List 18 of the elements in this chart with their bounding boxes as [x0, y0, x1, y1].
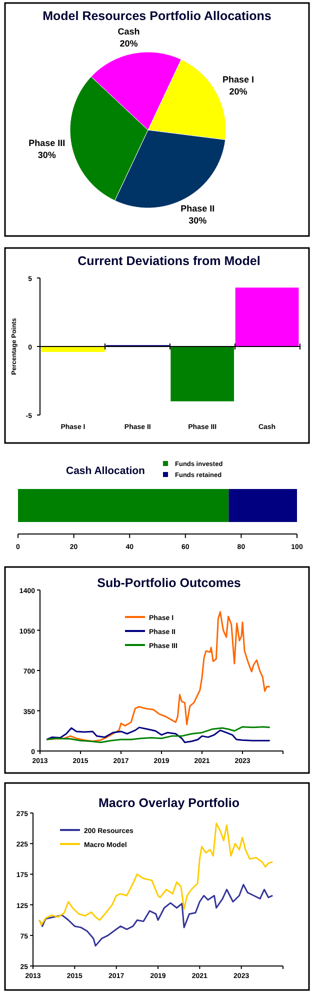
slice-label: Cash: [118, 26, 140, 37]
chart-title: Cash Allocation: [66, 465, 145, 477]
bar: [41, 346, 105, 352]
slice-label: Phase I: [222, 74, 254, 84]
data-label: 20%: [120, 38, 138, 49]
line-series: [38, 822, 274, 926]
chart-title: Sub-Portfolio Outcomes: [97, 576, 241, 590]
data-label: 30%: [188, 215, 207, 226]
data-label: 20%: [229, 86, 248, 96]
chart-title: Macro Overlay Portfolio: [98, 796, 240, 810]
bar: [235, 288, 299, 346]
slice-label: Phase II: [180, 203, 215, 214]
line-series: [38, 884, 274, 947]
bar: [170, 346, 234, 402]
chart-title: Current Deviations from Model: [78, 254, 260, 268]
slice-label: Phase III: [28, 138, 66, 148]
data-label: 30%: [38, 150, 56, 160]
chart-title: Model Resources Portfolio Allocations: [42, 9, 272, 23]
